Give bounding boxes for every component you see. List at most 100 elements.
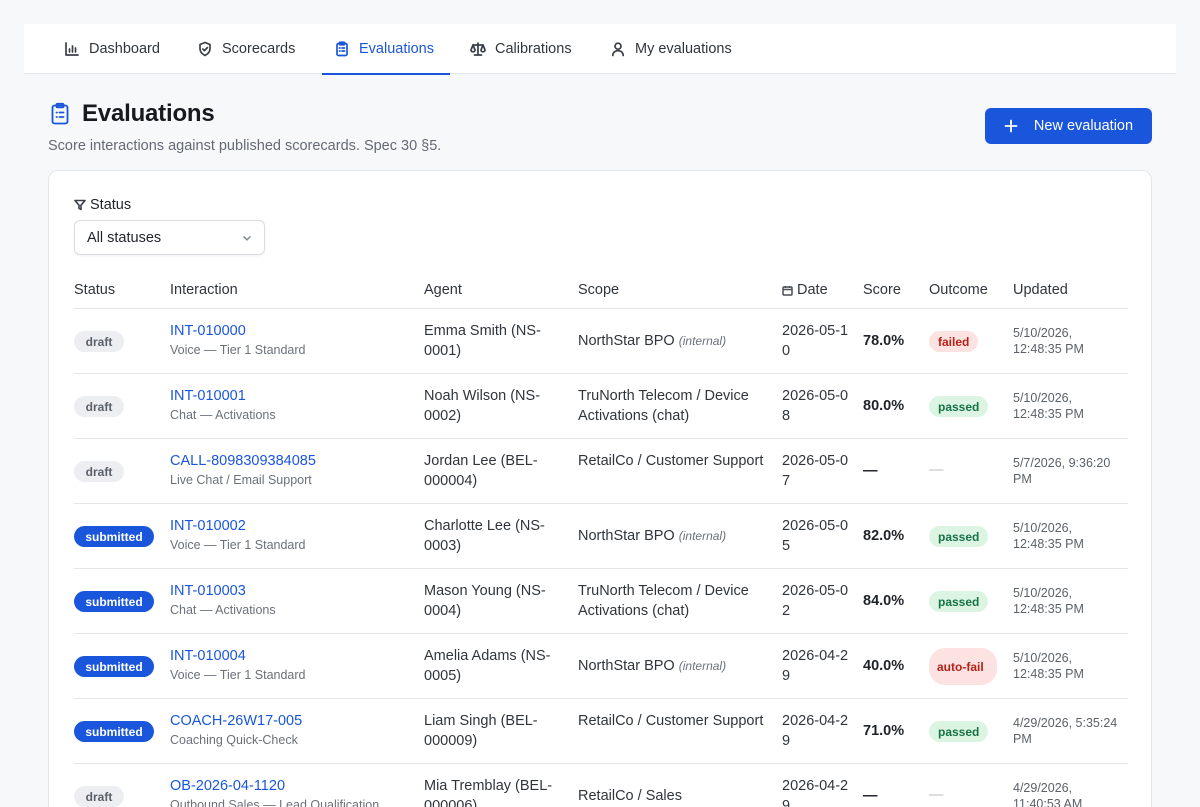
outcome-empty: —	[929, 462, 944, 478]
column-outcome[interactable]: Outcome	[929, 282, 988, 298]
score-cell: —	[863, 787, 878, 805]
updated-cell: 5/10/2026, 12:48:35 PM	[1013, 326, 1084, 356]
score-cell: 82.0%	[863, 527, 904, 545]
scope-tag: (internal)	[678, 529, 727, 543]
interaction-cell: INT-010004 Voice — Tier 1 Standard	[170, 647, 420, 683]
status-badge: submitted	[74, 526, 154, 547]
status-badge: submitted	[74, 656, 154, 677]
scope-cell: TruNorth Telecom / Device Activations (c…	[578, 386, 768, 426]
interaction-link[interactable]: COACH-26W17-005	[170, 713, 303, 729]
agent-cell: Emma Smith (NS-0001)	[424, 323, 541, 359]
updated-cell: 5/10/2026, 12:48:35 PM	[1013, 586, 1084, 616]
interaction-link[interactable]: INT-010003	[170, 583, 246, 599]
scope-cell: RetailCo / Customer Support	[578, 451, 768, 471]
interaction-type: Coaching Quick-Check	[170, 733, 298, 747]
scope-cell: TruNorth Telecom / Device Activations (c…	[578, 581, 768, 621]
chevron-down-icon	[243, 235, 251, 241]
outcome-badge: auto-fail	[929, 648, 997, 685]
table-row[interactable]: draft CALL-8098309384085 Live Chat / Email…	[74, 439, 1128, 504]
tab-my-evaluations[interactable]: My evaluations	[610, 24, 732, 74]
scope-cell: NorthStar BPO (internal)	[578, 331, 768, 351]
status-badge: draft	[74, 786, 124, 807]
interaction-cell: INT-010001 Chat — Activations	[170, 387, 420, 423]
scope-text: TruNorth Telecom / Device Activations (c…	[578, 583, 749, 619]
tab-label: My evaluations	[635, 41, 732, 57]
interaction-type: Voice — Tier 1 Standard	[170, 343, 306, 357]
updated-cell: 4/29/2026, 5:35:24 PM	[1013, 716, 1118, 746]
scope-tag: (internal)	[678, 659, 727, 673]
tab-evaluations[interactable]: Evaluations	[322, 24, 450, 75]
outcome-badge: passed	[929, 591, 989, 612]
outcome-cell: passed	[929, 396, 989, 417]
score-cell: 78.0%	[863, 332, 904, 350]
clipboard-list-icon	[336, 41, 348, 57]
table-row[interactable]: draft OB-2026-04-1120 Outbound Sales — Lea…	[74, 764, 1128, 807]
interaction-type: Voice — Tier 1 Standard	[170, 538, 306, 552]
interaction-cell: INT-010002 Voice — Tier 1 Standard	[170, 517, 420, 553]
scope-tag: (internal)	[678, 334, 727, 348]
tab-dashboard[interactable]: Dashboard	[64, 24, 160, 74]
column-scope[interactable]: Scope	[578, 282, 620, 298]
page-subtitle: Score interactions against published sco…	[48, 138, 442, 154]
tab-scorecards[interactable]: Scorecards	[197, 24, 295, 74]
date-cell: 2026-05-07	[782, 453, 849, 489]
date-cell: 2026-05-10	[782, 323, 849, 359]
status-badge: draft	[74, 461, 124, 482]
column-interaction[interactable]: Interaction	[170, 282, 238, 298]
evaluations-card: Status All statuses Status Interaction A…	[48, 170, 1152, 807]
column-date-label: Date	[797, 282, 828, 298]
table-row[interactable]: submitted COACH-26W17-005 Coaching Quick-C…	[74, 699, 1128, 764]
scope-cell: RetailCo / Sales	[578, 786, 768, 806]
column-status[interactable]: Status	[74, 282, 116, 298]
scope-text: NorthStar BPO	[578, 333, 675, 349]
outcome-cell: auto-fail	[929, 648, 997, 685]
outcome-cell: —	[929, 786, 944, 804]
status-select[interactable]: All statuses	[74, 220, 265, 255]
scope-text: RetailCo / Customer Support	[578, 453, 764, 469]
evaluations-table: Status Interaction Agent Scope Date Scor…	[74, 272, 1128, 807]
tab-calibrations[interactable]: Calibrations	[470, 24, 572, 74]
status-select-value: All statuses	[87, 229, 162, 246]
table-row[interactable]: draft INT-010000 Voice — Tier 1 Standard Em…	[74, 309, 1128, 374]
scope-text: NorthStar BPO	[578, 658, 675, 674]
interaction-link[interactable]: OB-2026-04-1120	[170, 778, 286, 794]
table-row[interactable]: submitted INT-010004 Voice — Tier 1 Standa…	[74, 634, 1128, 699]
agent-cell: Amelia Adams (NS-0005)	[424, 648, 551, 684]
updated-cell: 5/10/2026, 12:48:35 PM	[1013, 391, 1084, 421]
column-updated[interactable]: Updated	[1013, 282, 1068, 298]
column-score[interactable]: Score	[863, 282, 901, 298]
column-agent[interactable]: Agent	[424, 282, 462, 298]
top-navigation: Dashboard Scorecards Evaluations Calibra…	[24, 24, 1176, 75]
agent-cell: Liam Singh (BEL-000009)	[424, 713, 538, 749]
status-filter-label: Status	[74, 197, 131, 213]
agent-cell: Jordan Lee (BEL-000004)	[424, 453, 538, 489]
interaction-cell: OB-2026-04-1120 Outbound Sales — Lead Qua…	[170, 777, 420, 807]
column-date[interactable]: Date	[782, 282, 828, 298]
agent-cell: Mason Young (NS-0004)	[424, 583, 546, 619]
new-evaluation-button[interactable]: New evaluation	[985, 108, 1152, 144]
interaction-link[interactable]: INT-010000	[170, 323, 246, 339]
outcome-empty: —	[929, 787, 944, 803]
tab-label: Scorecards	[222, 41, 296, 57]
interaction-link[interactable]: INT-010001	[170, 388, 246, 404]
score-value: 78.0%	[863, 333, 905, 349]
score-value: —	[863, 463, 878, 479]
table-row[interactable]: draft INT-010001 Chat — Activations Noah Wi…	[74, 374, 1128, 439]
updated-cell: 5/10/2026, 12:48:35 PM	[1013, 521, 1084, 551]
interaction-link[interactable]: INT-010004	[170, 648, 246, 664]
table-row[interactable]: submitted INT-010002 Voice — Tier 1 Standa…	[74, 504, 1128, 569]
status-badge: submitted	[74, 591, 154, 612]
updated-cell: 5/10/2026, 12:48:35 PM	[1013, 651, 1084, 681]
score-value: 80.0%	[863, 398, 905, 414]
filter-label-text: Status	[90, 197, 132, 213]
status-badge: draft	[74, 396, 124, 417]
outcome-badge: passed	[929, 721, 989, 742]
outcome-cell: passed	[929, 591, 989, 612]
score-cell: 40.0%	[863, 657, 904, 675]
table-row[interactable]: submitted INT-010003 Chat — Activations Mas…	[74, 569, 1128, 634]
interaction-link[interactable]: INT-010002	[170, 518, 246, 534]
interaction-link[interactable]: CALL-8098309384085	[170, 453, 316, 469]
page-title: Evaluations	[48, 100, 441, 128]
bar-chart-icon	[65, 42, 79, 56]
date-cell: 2026-04-29	[782, 778, 849, 807]
